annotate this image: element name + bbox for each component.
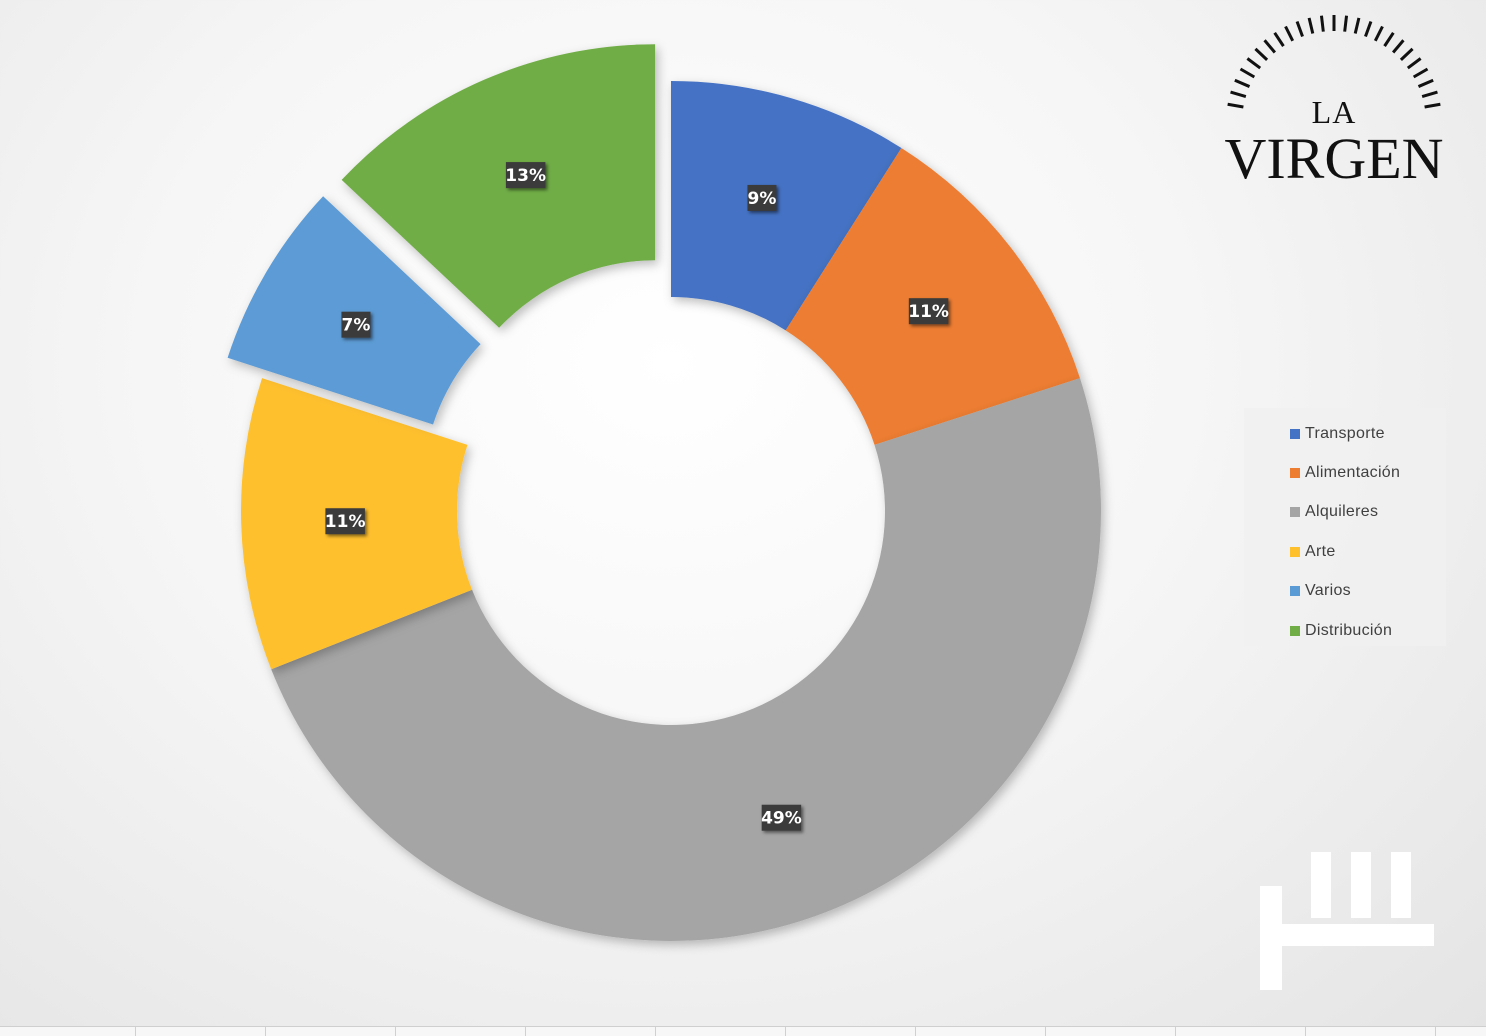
logo-tick <box>1353 17 1361 34</box>
data-label: 11% <box>908 298 949 325</box>
legend-item-distribucion: Distribución <box>1290 611 1446 650</box>
data-label: 9% <box>747 184 777 211</box>
legend-item-alimentacion: Alimentación <box>1290 453 1446 492</box>
data-label-text: 11% <box>908 302 949 322</box>
data-label-box <box>505 162 546 189</box>
data-label-text: 11% <box>325 512 366 532</box>
grid-line <box>1045 1027 1046 1036</box>
grid-line <box>395 1027 396 1036</box>
data-label-box <box>908 298 949 325</box>
logo-tick <box>1424 102 1441 109</box>
slice-varios <box>227 196 481 425</box>
data-label-text: 9% <box>748 189 777 209</box>
logo-text-virgen: VIRGEN <box>1224 126 1444 191</box>
legend-swatch <box>1290 428 1300 439</box>
grid-line <box>525 1027 526 1036</box>
spreadsheet-grid-row <box>0 1026 1486 1036</box>
slice-transporte <box>671 81 902 331</box>
legend-item-varios: Varios <box>1290 572 1446 611</box>
legend-swatch <box>1290 586 1300 597</box>
la-virgen-logo: LA VIRGEN <box>1212 8 1462 198</box>
data-label: 11% <box>325 508 366 535</box>
logo-tick <box>1399 47 1414 61</box>
slice-alquileres <box>271 378 1102 942</box>
data-label: 49% <box>761 804 802 831</box>
legend-swatch <box>1290 625 1300 636</box>
logo-tick <box>1284 25 1295 42</box>
grid-line <box>655 1027 656 1036</box>
logo-tick <box>1246 57 1262 70</box>
data-label-box <box>761 804 802 831</box>
grid-line <box>265 1027 266 1036</box>
logo-tick <box>1273 31 1285 47</box>
logo-tick <box>1373 25 1384 42</box>
grid-line <box>785 1027 786 1036</box>
logo-tick-arc-icon <box>1227 15 1441 109</box>
data-label: 7% <box>341 311 371 338</box>
logo-tick <box>1343 15 1349 32</box>
grid-line <box>1175 1027 1176 1036</box>
grid-line <box>915 1027 916 1036</box>
legend-swatch <box>1290 468 1300 479</box>
data-label-text: 13% <box>505 166 546 186</box>
logo-tick <box>1406 57 1422 70</box>
logo-tick <box>1412 67 1429 79</box>
legend-label: Distribución <box>1305 621 1393 639</box>
logo-tick <box>1417 78 1434 88</box>
slice-alimentacion <box>785 147 1080 445</box>
logo-tick <box>1263 39 1277 54</box>
legend-label: Arte <box>1305 542 1336 560</box>
logo-tick <box>1421 90 1438 99</box>
logo-tick <box>1234 78 1251 88</box>
data-label-box <box>747 184 777 211</box>
grid-line <box>1305 1027 1306 1036</box>
data-label-box <box>341 311 371 338</box>
legend-swatch <box>1290 546 1300 557</box>
logo-tick <box>1295 21 1304 38</box>
logo-tick <box>1230 90 1247 99</box>
legend-item-transporte: Transporte <box>1290 414 1446 453</box>
data-label-text: 49% <box>761 809 802 829</box>
logo-tick <box>1383 31 1395 47</box>
logo-text-la: LA <box>1311 94 1357 130</box>
logo-tick <box>1227 102 1244 109</box>
logo-tick <box>1391 39 1405 54</box>
watermark-icon <box>1260 852 1434 990</box>
data-label-text: 7% <box>342 316 371 336</box>
chart-legend: Transporte Alimentación Alquileres Arte … <box>1244 408 1446 646</box>
grid-line <box>1435 1027 1436 1036</box>
legend-label: Varios <box>1305 582 1351 600</box>
legend-item-arte: Arte <box>1290 532 1446 571</box>
legend-label: Alimentación <box>1305 464 1401 482</box>
logo-tick <box>1239 67 1256 79</box>
logo-tick <box>1307 17 1315 34</box>
logo-tick <box>1319 15 1325 32</box>
logo-tick <box>1254 47 1269 61</box>
legend-label: Alquileres <box>1305 503 1379 521</box>
data-label-box <box>325 508 365 535</box>
slice-distribucion <box>341 44 656 328</box>
grid-line <box>135 1027 136 1036</box>
data-label: 13% <box>505 162 546 189</box>
legend-label: Transporte <box>1305 424 1385 442</box>
logo-tick <box>1364 21 1373 38</box>
legend-swatch <box>1290 507 1300 518</box>
legend-item-alquileres: Alquileres <box>1290 493 1446 532</box>
